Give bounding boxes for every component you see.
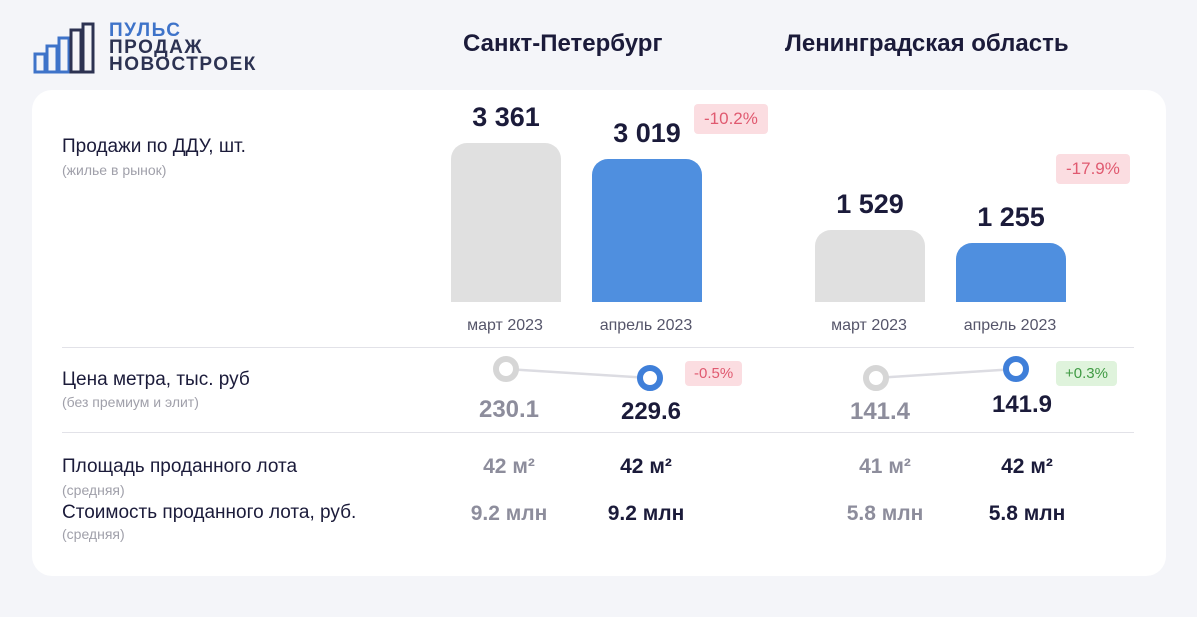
- area-label: Площадь проданного лота: [62, 456, 298, 477]
- sales-change-badge-spb: -10.2%: [694, 104, 768, 134]
- month-label-spb-april: апрель 2023: [599, 317, 693, 334]
- price-line-spb: [505, 367, 651, 380]
- month-label-lo-april: апрель 2023: [963, 317, 1057, 334]
- price-sublabel: (без премиум и элит): [62, 394, 199, 410]
- price-label: Цена метра, тыс. руб: [62, 369, 250, 390]
- area-value-spb-april: 42 м²: [620, 455, 672, 478]
- bar-value-spb-april: 3 019: [613, 118, 681, 149]
- cost-value-lo-march: 5.8 млн: [846, 502, 924, 525]
- price-change-badge-spb: -0.5%: [685, 361, 743, 386]
- cost-label: Стоимость проданного лота, руб.: [62, 502, 357, 523]
- logo-buildings-icon: [33, 22, 95, 74]
- divider-2: [62, 432, 1134, 433]
- logo: ПУЛЬС ПРОДАЖ НОВОСТРОЕК: [33, 20, 263, 76]
- cost-sublabel: (средняя): [62, 526, 125, 542]
- cost-value-spb-march: 9.2 млн: [470, 502, 548, 525]
- bar-value-lo-april: 1 255: [977, 201, 1045, 232]
- bar-lo-april: [956, 242, 1066, 302]
- bar-value-lo-march: 1 529: [836, 188, 904, 219]
- price-value-spb-march: 230.1: [478, 396, 540, 423]
- price-dot-spb-march: [493, 356, 519, 382]
- price-dot-lo-march: [863, 365, 889, 391]
- price-dot-lo-april: [1003, 356, 1029, 382]
- logo-line-2: ПРОДАЖ: [109, 37, 204, 58]
- bar-spb-march: [451, 143, 561, 302]
- price-value-lo-april: 141.9: [991, 391, 1053, 418]
- bar-lo-march: [815, 229, 925, 302]
- divider-1: [62, 347, 1134, 348]
- logo-text: ПУЛЬС ПРОДАЖ НОВОСТРОЕК: [109, 20, 257, 75]
- area-value-lo-march: 41 м²: [859, 455, 911, 478]
- price-value-lo-march: 141.4: [849, 398, 911, 425]
- cost-value-lo-april: 5.8 млн: [988, 502, 1066, 525]
- cost-value-spb-april: 9.2 млн: [607, 502, 685, 525]
- price-value-spb-april: 229.6: [620, 398, 682, 425]
- region-title-lo: Ленинградская область: [785, 30, 1069, 57]
- bar-value-spb-march: 3 361: [472, 102, 540, 132]
- logo-line-1: ПУЛЬС: [109, 20, 182, 41]
- price-dot-spb-april: [637, 365, 663, 391]
- area-sublabel: (средняя): [62, 482, 125, 498]
- sales-sublabel: (жилье в рынок): [62, 162, 167, 178]
- month-label-lo-march: март 2023: [831, 317, 907, 334]
- price-line-lo: [875, 367, 1017, 380]
- bar-spb-april: [592, 159, 702, 302]
- sales-change-badge-lo: -17.9%: [1056, 154, 1130, 184]
- region-title-spb: Санкт-Петербург: [463, 30, 663, 57]
- area-value-spb-march: 42 м²: [483, 455, 535, 478]
- logo-line-3: НОВОСТРОЕК: [109, 54, 257, 75]
- price-change-badge-lo: +0.3%: [1056, 361, 1117, 386]
- month-label-spb-march: март 2023: [467, 317, 543, 334]
- area-value-lo-april: 42 м²: [1001, 455, 1053, 478]
- sales-label: Продажи по ДДУ, шт.: [62, 136, 246, 157]
